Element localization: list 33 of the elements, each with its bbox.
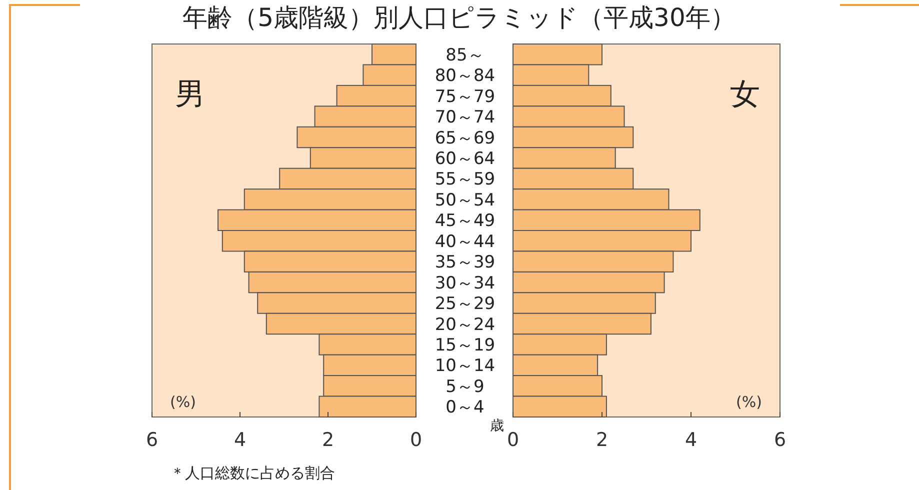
annotation: 男	[175, 77, 205, 112]
y-tick-label: 75～79	[434, 86, 496, 107]
x-tick-label: 2	[322, 429, 334, 451]
y-tick-label: 15～19	[434, 335, 496, 356]
chart-title: 年齢（5歳階級）別人口ピラミッド（平成30年）	[182, 3, 736, 32]
y-tick-label: 20～24	[434, 314, 496, 335]
x-axis-title: (%)	[170, 393, 196, 411]
y-tick-label: 50～54	[434, 190, 496, 210]
x-tick-label: 0	[506, 429, 520, 451]
annotation: 女	[730, 77, 760, 112]
y-tick-label: 5～9	[446, 376, 484, 397]
y-tick-label: 25～29	[434, 294, 496, 314]
x-tick-label: 4	[684, 429, 698, 451]
x-tick-label: 0	[410, 429, 422, 451]
y-axis-title: 歳	[490, 418, 504, 434]
y-tick-label: 35～39	[434, 252, 496, 273]
y-tick-label: 85～	[446, 45, 484, 66]
y-tick-label: 55～59	[434, 170, 496, 190]
y-tick-label: 10～14	[434, 356, 496, 376]
y-tick-label: 45～49	[434, 211, 496, 232]
y-tick-label: 0～4	[446, 398, 484, 418]
x-tick-label: 2	[596, 429, 608, 451]
x-tick-label: 6	[146, 429, 158, 451]
text: ＊人口総数に占める割合	[170, 464, 335, 482]
y-tick-label: 30～34	[434, 273, 496, 294]
x-axis-title: (%)	[736, 393, 762, 411]
x-tick-label: 6	[774, 429, 786, 451]
y-tick-label: 80～84	[434, 66, 496, 86]
x-tick-label: 4	[234, 429, 246, 451]
y-tick-label: 65～69	[434, 128, 496, 148]
y-tick-label: 40～44	[434, 232, 496, 252]
y-tick-label: 70～74	[434, 108, 496, 128]
y-tick-label: 60～64	[434, 148, 496, 169]
